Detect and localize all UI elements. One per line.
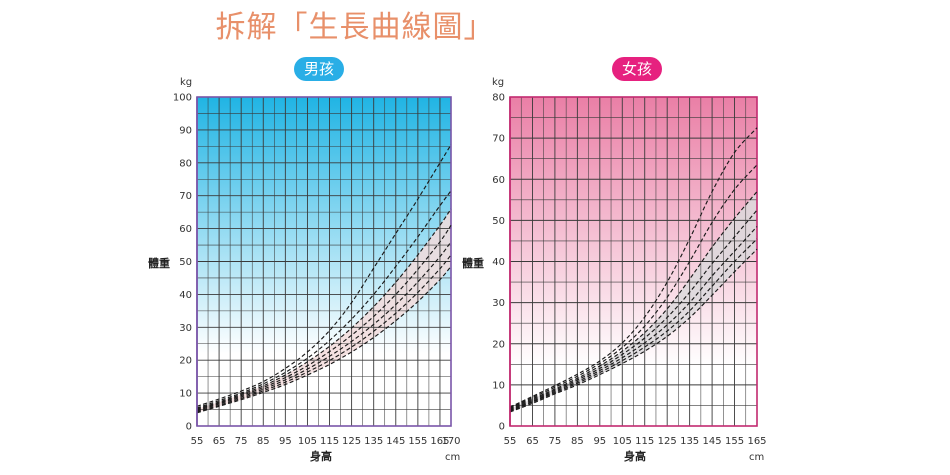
boys-weight-for-height-chart: 0 10 20 30 40 50 60 70 80 90 100 55 65 75 85 95 105 115 12…: [148, 77, 461, 463]
girls-y-unit: kg: [492, 77, 504, 88]
girls-x-tick-label: 65: [526, 436, 539, 447]
boys-x-tick-label: 85: [257, 436, 270, 447]
girls-y-tick-label: 50: [492, 216, 505, 227]
boys-x-tick-label: 95: [279, 436, 292, 447]
boys-y-tick-label: 20: [179, 356, 192, 367]
girls-curve-3: [509, 191, 758, 410]
boys-curve-6: [196, 254, 452, 413]
boys-axes: 0 10 20 30 40 50 60 70 80 90 100 55 65 75 85 95 105 115 12…: [173, 93, 461, 448]
boys-y-tick-label: 100: [173, 93, 192, 104]
boys-y-tick-label: 50: [179, 257, 192, 268]
girls-y-tick-label: 0: [499, 422, 505, 433]
girls-x-tick-label: 145: [703, 436, 722, 447]
girls-y-tick-label: 40: [492, 257, 505, 268]
boys-x-tick-label: 75: [235, 436, 248, 447]
girls-x-tick-label: 95: [593, 436, 606, 447]
boys-y-tick-label: 40: [179, 290, 192, 301]
girls-y-tick-label: 70: [492, 134, 505, 145]
boys-x-tick-label: 125: [342, 436, 361, 447]
girls-curve-7: [509, 248, 758, 413]
boys-x-tick-label: 155: [408, 436, 427, 447]
girls-x-tick-label: 85: [571, 436, 584, 447]
girls-x-tick-label: 115: [635, 436, 654, 447]
girls-curve-4: [509, 209, 758, 411]
boys-x-tick-label: 135: [364, 436, 383, 447]
girls-y-tick-label: 60: [492, 175, 505, 186]
girls-x-tick-label: 165: [747, 436, 766, 447]
boys-x-tick-label: 170: [441, 436, 460, 447]
girls-y-tick-label: 30: [492, 298, 505, 309]
girls-axes: 0 10 20 30 40 50 60 70 80 55 65 75 85 95 105 115 125 135 1…: [492, 93, 766, 448]
girls-x-tick-label: 55: [504, 436, 517, 447]
girls-weight-for-height-chart: 0 10 20 30 40 50 60 70 80 55 65 75 85 95 105 115 125 135 1…: [462, 77, 767, 463]
boys-x-axis-label: 身高: [310, 449, 332, 463]
boys-x-tick-label: 115: [320, 436, 339, 447]
girls-y-tick-label: 20: [492, 339, 505, 350]
girls-x-tick-label: 135: [680, 436, 699, 447]
boys-curve-7: [196, 266, 452, 414]
boys-x-tick-label: 165: [430, 436, 449, 447]
boys-y-tick-label: 0: [186, 422, 192, 433]
girls-badge: 女孩: [612, 57, 663, 81]
boys-y-tick-label: 80: [179, 158, 192, 169]
boys-y-unit: kg: [180, 77, 192, 88]
girls-x-tick-label: 155: [725, 436, 744, 447]
boys-curve-4: [196, 224, 452, 411]
boys-x-unit: cm: [445, 452, 460, 463]
girls-x-axis-label: 身高: [624, 449, 646, 463]
boys-grid: [196, 96, 452, 427]
page-title: 拆解「生長曲線圖」: [215, 10, 495, 45]
boys-y-tick-label: 60: [179, 224, 192, 235]
boys-curve-3: [196, 208, 452, 410]
girls-y-tick-label: 10: [492, 380, 505, 391]
boys-y-tick-label: 70: [179, 191, 192, 202]
boys-y-tick-label: 30: [179, 323, 192, 334]
boys-x-tick-label: 55: [191, 436, 204, 447]
boys-x-tick-label: 65: [213, 436, 226, 447]
girls-x-tick-label: 75: [549, 436, 562, 447]
boys-percentile-curves: [196, 144, 452, 414]
girls-x-tick-label: 125: [658, 436, 677, 447]
boys-curve-1: [196, 144, 452, 407]
boys-curve-5: [196, 241, 452, 412]
girls-x-unit: cm: [749, 452, 764, 463]
girls-curve-5: [509, 226, 758, 411]
girls-curve-2: [509, 164, 758, 409]
boys-badge: 男孩: [294, 57, 345, 81]
boys-curve-2: [196, 190, 452, 409]
girls-x-tick-label: 105: [613, 436, 632, 447]
girls-y-tick-label: 80: [492, 93, 505, 104]
boys-y-tick-label: 10: [179, 389, 192, 400]
girls-percentile-curves: [509, 127, 758, 413]
boys-y-tick-label: 90: [179, 125, 192, 136]
girls-curve-6: [509, 238, 758, 412]
boys-y-axis-label: 體重: [148, 256, 170, 270]
girls-y-axis-label: 體重: [462, 256, 484, 270]
girls-curve-1: [509, 127, 758, 408]
boys-x-tick-label: 105: [298, 436, 317, 447]
boys-x-tick-label: 145: [386, 436, 405, 447]
